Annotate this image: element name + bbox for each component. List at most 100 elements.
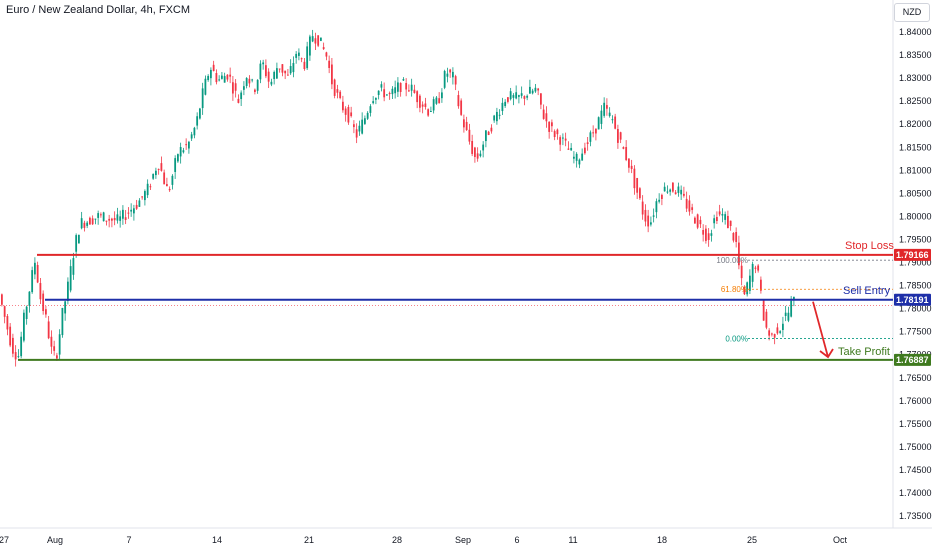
candle-body [647,215,650,227]
candle-body [116,214,119,221]
candle-body [485,130,487,142]
candle-body [380,84,383,88]
candle-body [42,293,45,312]
y-tick-label: 1.80000 [899,211,932,221]
candle-body [548,121,551,132]
candle-body [551,122,553,127]
candle-body [710,233,713,236]
candle-body [45,309,47,315]
candle-body [787,312,790,321]
candle-body [694,217,696,224]
level-price-tag [894,293,931,306]
candle-body [369,106,372,113]
x-tick-label: Oct [833,535,848,545]
candle-body [133,208,135,214]
y-tick-label: 1.77500 [899,327,932,337]
candle-body [196,116,199,126]
candle-body [50,336,53,347]
candle-body [639,188,641,199]
candle-body [652,215,655,217]
candle-body [199,108,201,119]
candle-body [446,73,449,77]
candle-body [185,144,188,146]
candle-body [553,131,556,138]
candle-body [64,301,67,314]
candle-body [779,331,782,333]
candle-body [617,129,619,143]
candle-body [399,82,402,92]
candle-body [636,178,639,193]
candle-body [658,199,661,202]
candle-body [89,217,91,225]
y-tick-label: 1.73500 [899,511,932,521]
candle-body [292,63,295,73]
candle-body [144,191,146,201]
candle-body [564,138,567,141]
candle-body [141,196,144,198]
candle-body [100,214,102,216]
candle-body [498,114,501,116]
candle-body [342,101,344,111]
candle-body [487,131,490,135]
candle-body [190,134,193,139]
candle-body [168,188,171,191]
candle-body [501,102,504,112]
candle-body [273,71,276,80]
candle-body [157,168,160,170]
candle-body [751,263,754,282]
y-tick-label: 1.82500 [899,96,932,106]
candle-body [471,140,474,154]
candle-body [496,111,498,122]
candle-body [732,232,735,241]
candle-body [306,46,309,69]
candle-body [573,156,575,159]
candle-body [108,218,111,221]
candle-body [702,229,705,235]
currency-selector[interactable]: NZD [894,3,930,22]
candle-body [405,82,408,90]
candle-body [504,101,507,107]
candle-body [97,213,100,218]
candle-body [735,231,738,242]
candle-body [765,311,768,328]
candle-body [603,102,606,116]
candle-body [278,68,281,70]
candle-body [86,222,89,226]
candle-body [419,95,421,108]
candle-body [300,58,303,60]
candle-body [515,92,518,99]
candle-body [295,53,298,58]
x-tick-label: 14 [212,535,222,545]
candle-body [507,97,509,102]
y-tick-label: 1.74000 [899,488,932,498]
candle-body [303,61,306,69]
candle-body [773,334,776,338]
candle-body [452,71,454,78]
candle-body [221,75,223,79]
candle-body [402,79,405,81]
candle-body [138,200,141,207]
level-price-tag-text: 1.76887 [896,355,929,365]
candle-body [111,218,113,221]
fib-level-label: 100.00% [716,256,748,265]
candle-body [267,71,270,82]
candle-body [358,125,361,132]
x-tick-label: Sep [455,535,471,545]
candle-body [67,281,69,301]
candle-body [674,192,677,195]
candle-body [366,112,369,119]
x-tick-label: 7 [126,535,131,545]
level-label-take-profit: Take Profit [838,346,890,358]
candle-body [223,76,226,83]
candle-body [729,220,732,227]
candle-body [83,222,86,228]
candle-body [768,330,771,336]
candle-body [589,132,592,142]
level-label-stop-loss: Stop Loss [845,240,894,252]
candle-body [740,265,743,279]
level-price-tag-text: 1.78191 [896,295,929,305]
candle-body [56,355,58,359]
candle-body [328,60,331,68]
candle-body [80,218,83,229]
